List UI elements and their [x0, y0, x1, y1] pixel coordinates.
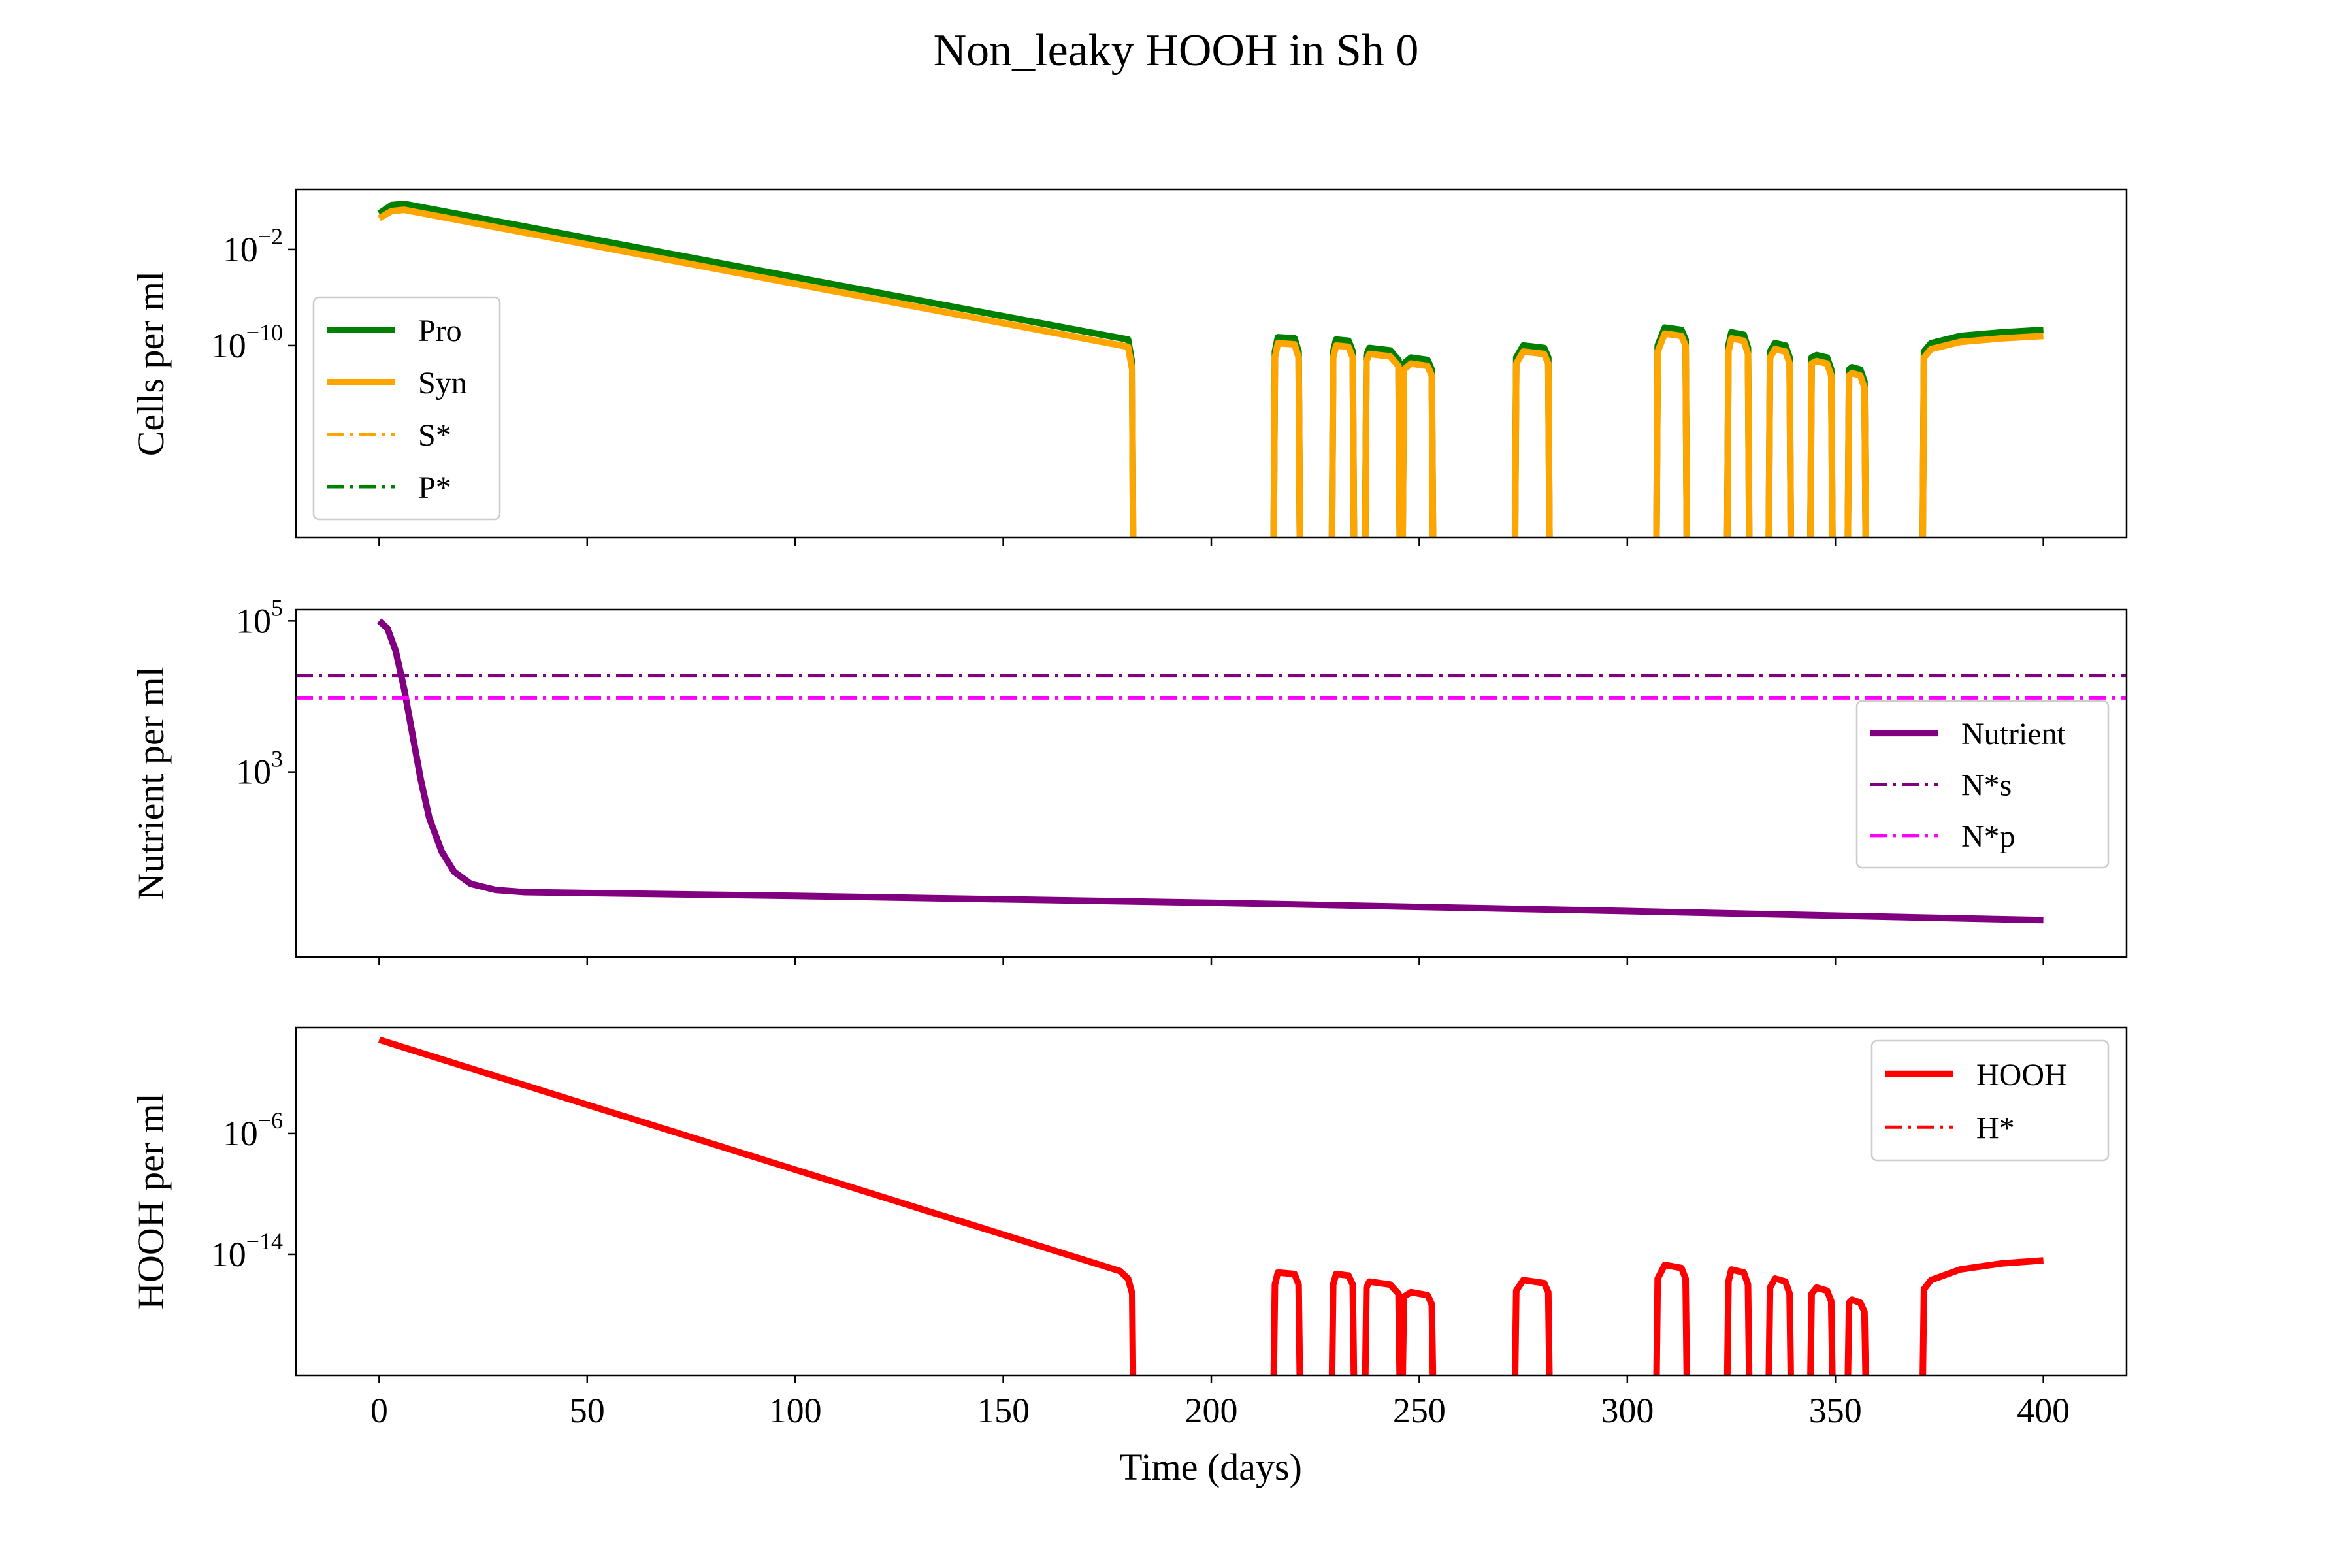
legend-box: [312, 296, 501, 521]
x-axis-label: Time (days): [1119, 1446, 1302, 1488]
y-tick-label: 10−14: [211, 1228, 283, 1274]
y-tick-label: 103: [236, 746, 283, 792]
y-tick-label: 10−2: [223, 223, 283, 269]
y-tick-label: 10−10: [211, 319, 283, 365]
y-axis-label: HOOH per ml: [129, 1093, 172, 1310]
legend-label: S*: [418, 418, 451, 453]
series-line-hooh-seg2: [1270, 1269, 1303, 1375]
legend-label: N*p: [1961, 819, 2016, 854]
plot-area: [377, 201, 2044, 538]
series-line-hooh-seg8: [1723, 1266, 1753, 1375]
series-line-syn-seg10: [1807, 357, 1836, 538]
x-tick-label: 0: [370, 1391, 388, 1430]
x-tick-label: 250: [1393, 1391, 1446, 1430]
legend-label: P*: [418, 470, 451, 505]
series-line-syn-seg2: [1270, 340, 1303, 538]
legend: Pro Syn S* P*: [312, 296, 501, 521]
series-line-syn-seg8: [1723, 335, 1753, 538]
series-line-hooh-seg12: [1919, 1257, 2044, 1375]
x-tick-label: 300: [1601, 1391, 1654, 1430]
series-line-hooh-seg5: [1399, 1288, 1437, 1375]
subplot-3: 0 50 100 150 200 250 300 350 400 10−6 10−14 HOOH pe…: [129, 1026, 2128, 1430]
series-line-syn-seg1: [377, 206, 1137, 538]
x-tick-label: 200: [1185, 1391, 1238, 1430]
legend-label: N*s: [1961, 768, 2012, 803]
series-line-syn-seg3: [1328, 342, 1358, 538]
legend-label: Pro: [418, 314, 462, 348]
series-line-nutrient-seg1: [377, 618, 2044, 924]
plot-area: [296, 618, 2127, 924]
series-line-syn-seg12: [1919, 333, 2044, 538]
y-axis-label: Nutrient per ml: [129, 666, 172, 900]
series-line-hooh-seg10: [1807, 1284, 1836, 1375]
series-line-syn-seg11: [1844, 370, 1869, 538]
series-line-syn-seg4: [1362, 350, 1403, 538]
series-line-hooh-seg7: [1653, 1262, 1690, 1375]
x-tick-label: 100: [769, 1391, 822, 1430]
series-line-syn-seg6: [1511, 348, 1553, 538]
legend: Nutrient N*s N*p: [1855, 700, 2110, 869]
series-line-syn-seg7: [1653, 330, 1690, 538]
legend-label: Syn: [418, 366, 467, 400]
y-tick-label: 10−6: [223, 1107, 283, 1153]
series-line-hooh-seg3: [1328, 1271, 1358, 1375]
series-line-hooh-seg6: [1512, 1277, 1553, 1375]
panels: 10−2 10−10 Cells per ml Pro Syn S* P* 105 103 Nut…: [129, 188, 2128, 1430]
y-axis-label: Cells per ml: [129, 271, 172, 457]
legend-box: [1855, 700, 2110, 869]
plot-area: [378, 1036, 2044, 1375]
series-line-hooh-seg1: [378, 1036, 1137, 1375]
x-tick-label: 150: [977, 1391, 1030, 1430]
legend-label: Nutrient: [1961, 717, 2066, 751]
x-tick-label: 50: [570, 1391, 605, 1430]
y-tick-label: 105: [236, 595, 283, 640]
legend-label: HOOH: [1976, 1058, 2067, 1092]
x-tick-label: 400: [2017, 1391, 2070, 1430]
subplot-2: 105 103 Nutrient per ml Nutrient N*s N*p: [129, 595, 2128, 965]
legend-label: H*: [1976, 1111, 2015, 1145]
series-line-hooh-seg9: [1765, 1275, 1794, 1375]
figure-title: Non_leaky HOOH in Sh 0: [934, 25, 1419, 76]
legend: HOOH H*: [1870, 1039, 2110, 1162]
series-line-syn-seg9: [1765, 346, 1795, 538]
x-tick-label: 350: [1809, 1391, 1862, 1430]
series-line-syn-seg5: [1399, 360, 1437, 538]
series-line-hooh-seg11: [1844, 1296, 1869, 1375]
series-line-hooh-seg4: [1362, 1278, 1403, 1375]
subplot-1: 10−2 10−10 Cells per ml Pro Syn S* P*: [129, 188, 2128, 546]
